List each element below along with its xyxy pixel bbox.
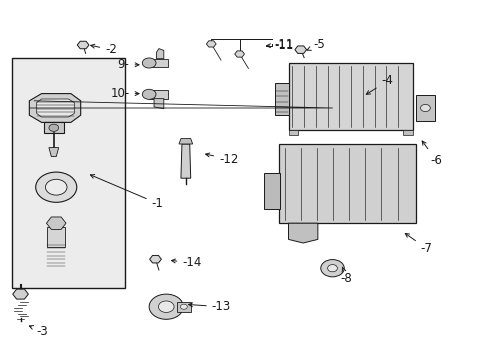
Text: -4: -4	[366, 75, 392, 94]
Text: 9-: 9-	[118, 58, 139, 71]
Bar	[12, 58, 124, 288]
Polygon shape	[154, 99, 163, 109]
Circle shape	[149, 294, 183, 319]
Circle shape	[180, 304, 187, 309]
Text: -13: -13	[188, 300, 230, 313]
Polygon shape	[46, 217, 66, 229]
Bar	[177, 302, 190, 312]
Text: 10-: 10-	[110, 87, 139, 100]
Text: -3: -3	[29, 325, 48, 338]
Polygon shape	[179, 139, 192, 144]
Text: -5: -5	[306, 39, 324, 51]
Polygon shape	[181, 144, 190, 178]
Polygon shape	[149, 59, 167, 67]
Bar	[288, 63, 412, 130]
Bar	[415, 95, 434, 121]
Polygon shape	[288, 223, 317, 243]
Bar	[403, 130, 412, 135]
Bar	[288, 130, 298, 135]
Circle shape	[320, 260, 344, 277]
Polygon shape	[234, 51, 244, 57]
Circle shape	[45, 179, 67, 195]
Polygon shape	[77, 41, 89, 49]
Polygon shape	[156, 49, 163, 59]
Circle shape	[142, 58, 156, 68]
Circle shape	[142, 89, 156, 99]
Circle shape	[36, 172, 77, 202]
Bar	[278, 144, 415, 223]
Text: -14: -14	[171, 256, 202, 269]
Circle shape	[49, 124, 59, 131]
Text: -11: -11	[274, 39, 294, 51]
Circle shape	[327, 265, 337, 272]
Text: -2: -2	[91, 43, 117, 56]
Text: -7: -7	[405, 233, 431, 255]
Polygon shape	[206, 41, 216, 47]
Polygon shape	[47, 227, 65, 247]
Text: -8: -8	[340, 267, 352, 285]
Polygon shape	[294, 46, 306, 53]
Text: -11: -11	[266, 39, 294, 52]
Circle shape	[158, 301, 174, 312]
Circle shape	[420, 104, 429, 112]
Polygon shape	[44, 122, 63, 133]
Text: -6: -6	[421, 141, 441, 167]
Polygon shape	[13, 289, 28, 299]
Polygon shape	[149, 256, 161, 263]
Polygon shape	[149, 90, 167, 99]
Bar	[264, 173, 279, 209]
Polygon shape	[29, 94, 81, 122]
Polygon shape	[37, 99, 74, 117]
Polygon shape	[49, 148, 59, 157]
Bar	[274, 83, 289, 115]
Text: -12: -12	[205, 153, 238, 166]
Text: -1: -1	[90, 175, 163, 210]
